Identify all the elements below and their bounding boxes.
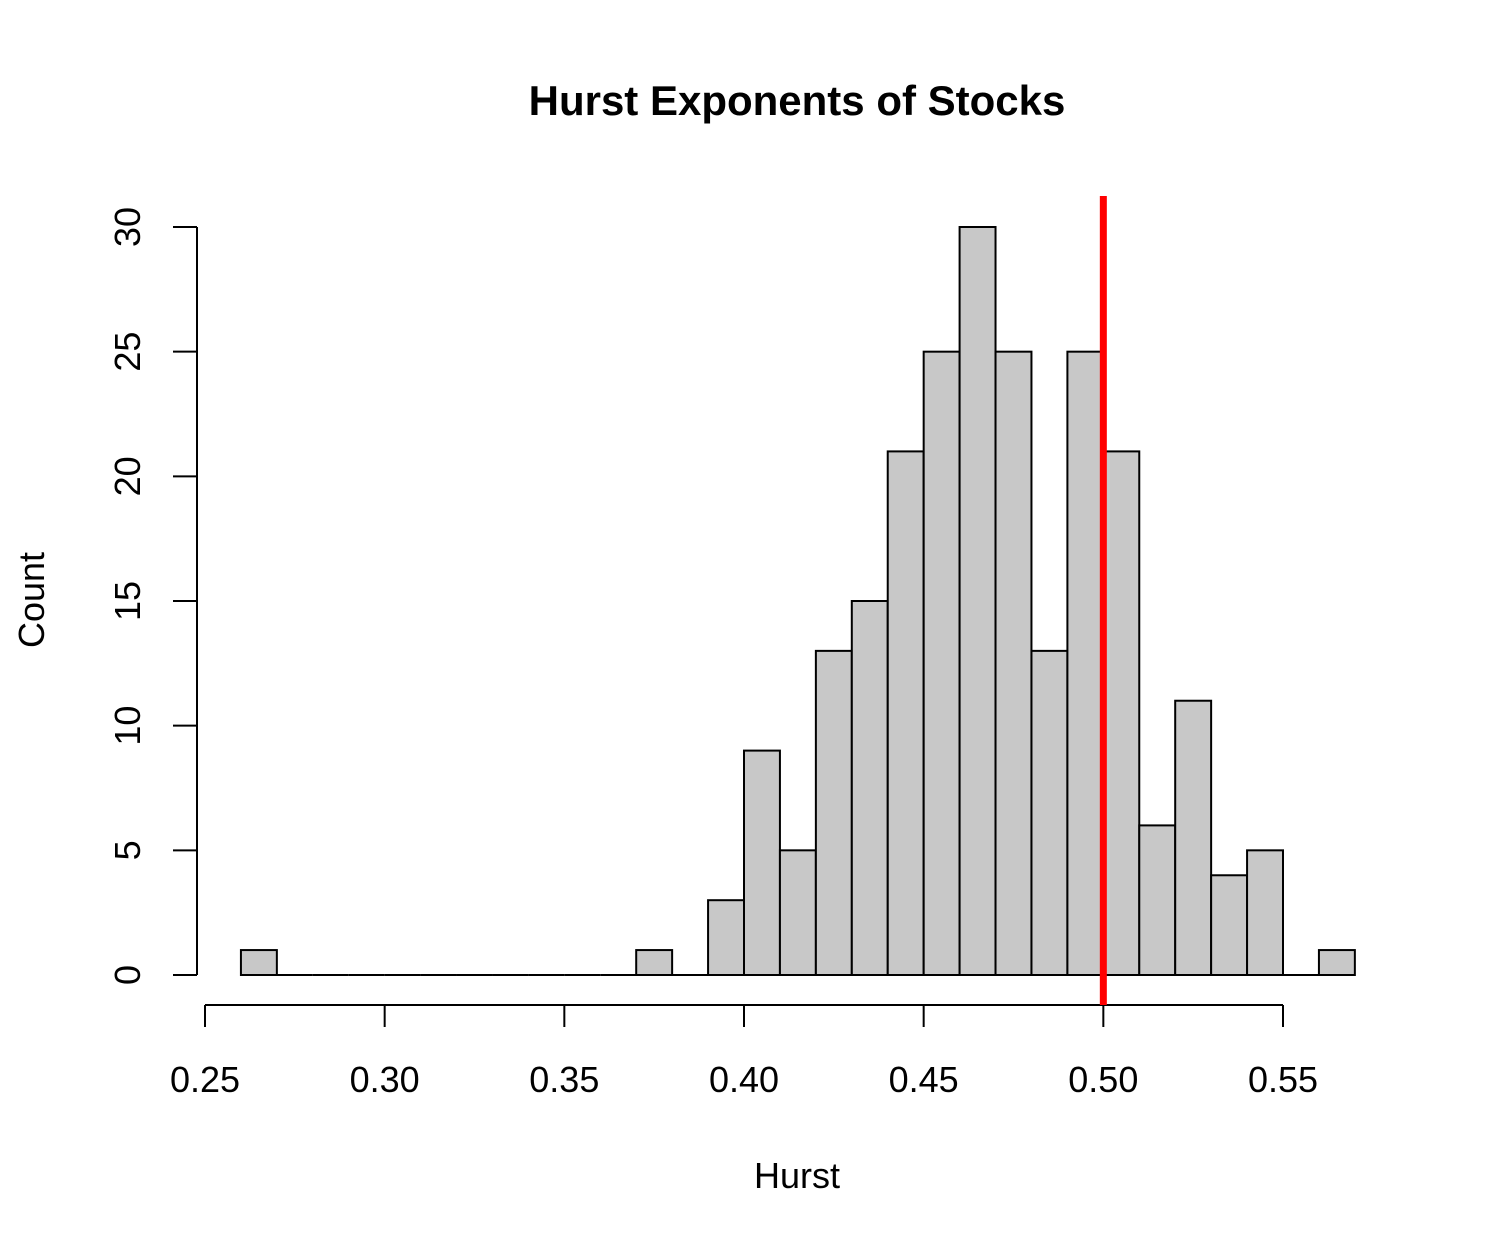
x-tick-label: 0.55 xyxy=(1248,1059,1318,1100)
histogram-bar xyxy=(1030,649,1069,976)
histogram-bar xyxy=(1246,849,1284,977)
x-tick-label: 0.45 xyxy=(889,1059,959,1100)
y-tick-label: 15 xyxy=(107,581,148,621)
histogram-bar xyxy=(886,450,925,976)
bar-group xyxy=(239,226,1356,977)
y-axis: 0 5 10 15 20 25 30 xyxy=(107,207,198,985)
histogram-bar xyxy=(1138,824,1177,977)
x-tick-label: 0.25 xyxy=(170,1059,240,1100)
histogram-bar xyxy=(1102,450,1141,976)
histogram-bar xyxy=(1174,699,1213,976)
histogram-bar xyxy=(778,849,817,977)
histogram-bar xyxy=(743,749,781,976)
x-tick-label: 0.50 xyxy=(1068,1059,1138,1100)
x-axis: 0.25 0.30 0.35 0.40 0.45 0.50 0.55 xyxy=(170,1004,1318,1100)
y-tick-label: 20 xyxy=(107,456,148,496)
histogram-bar xyxy=(850,600,889,976)
y-tick-label: 0 xyxy=(107,965,148,985)
chart-title: Hurst Exponents of Stocks xyxy=(529,77,1066,124)
y-tick-label: 25 xyxy=(107,332,148,372)
histogram-bar xyxy=(239,949,278,977)
histogram-bar xyxy=(814,649,853,976)
histogram-bar xyxy=(707,899,746,977)
y-axis-label: Count xyxy=(11,552,52,648)
histogram-bar xyxy=(1066,350,1105,977)
y-tick-label: 5 xyxy=(107,840,148,860)
x-tick-label: 0.30 xyxy=(350,1059,420,1100)
histogram-bar xyxy=(1317,949,1356,977)
histogram-bar xyxy=(922,350,961,977)
histogram-bar xyxy=(635,949,674,977)
x-tick-label: 0.35 xyxy=(529,1059,599,1100)
y-tick-label: 10 xyxy=(107,706,148,746)
histogram-bar xyxy=(1210,874,1249,977)
histogram-bar xyxy=(958,226,997,976)
histogram-bar xyxy=(994,350,1033,977)
x-tick-label: 0.40 xyxy=(709,1059,779,1100)
y-tick-label: 30 xyxy=(107,207,148,247)
x-axis-label: Hurst xyxy=(754,1155,840,1196)
